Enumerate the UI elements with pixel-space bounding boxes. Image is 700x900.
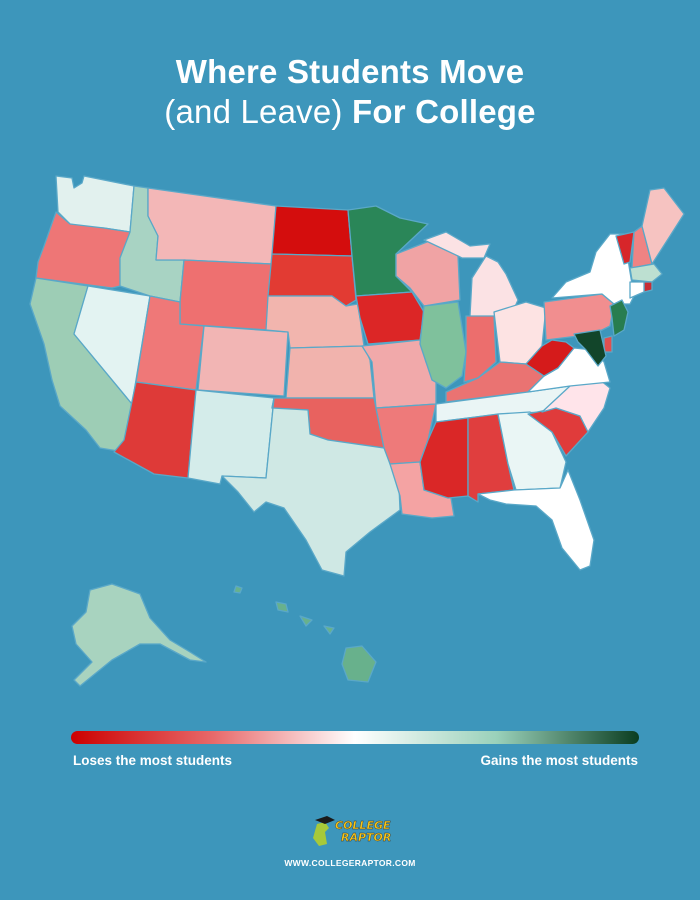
state-RI bbox=[643, 281, 653, 293]
state-HI bbox=[233, 585, 377, 683]
state-FL bbox=[477, 469, 595, 571]
logo-wordmark-college: COLLEGE bbox=[335, 819, 391, 832]
state-IL bbox=[419, 301, 467, 389]
raptor-mascot-icon bbox=[313, 822, 329, 846]
state-WV bbox=[525, 339, 575, 377]
state-MA bbox=[629, 263, 663, 283]
graduation-cap-icon bbox=[315, 816, 335, 824]
title-line-2: (and Leave) For College bbox=[0, 92, 700, 132]
state-VT bbox=[615, 231, 635, 265]
footer-url: WWW.COLLEGERAPTOR.COM bbox=[284, 858, 416, 868]
state-OR bbox=[35, 211, 131, 289]
page-title: Where Students Move (and Leave) For Coll… bbox=[0, 52, 700, 132]
state-MD bbox=[573, 329, 607, 367]
state-AK bbox=[71, 583, 207, 687]
title-light-part: (and Leave) bbox=[164, 93, 343, 130]
state-WY bbox=[179, 259, 273, 331]
state-ND bbox=[271, 205, 353, 257]
title-line-1: Where Students Move bbox=[175, 53, 525, 90]
state-DE bbox=[603, 335, 613, 353]
college-raptor-logo: COLLEGE RAPTOR bbox=[313, 816, 392, 846]
state-MT bbox=[147, 187, 277, 265]
us-choropleth-map bbox=[29, 175, 685, 687]
logo-wordmark-raptor: RAPTOR bbox=[341, 831, 391, 844]
state-CO bbox=[197, 325, 289, 397]
state-CT bbox=[629, 281, 645, 299]
title-bold-part: For College bbox=[351, 93, 536, 130]
state-IA bbox=[355, 291, 425, 345]
state-NM bbox=[187, 389, 275, 485]
state-TX bbox=[221, 397, 401, 577]
legend-left-label: Loses the most students bbox=[73, 753, 233, 768]
state-NJ bbox=[609, 299, 629, 337]
legend-right-label: Gains the most students bbox=[480, 753, 638, 768]
state-KS bbox=[285, 345, 375, 399]
legend-gradient-bar bbox=[71, 731, 639, 744]
